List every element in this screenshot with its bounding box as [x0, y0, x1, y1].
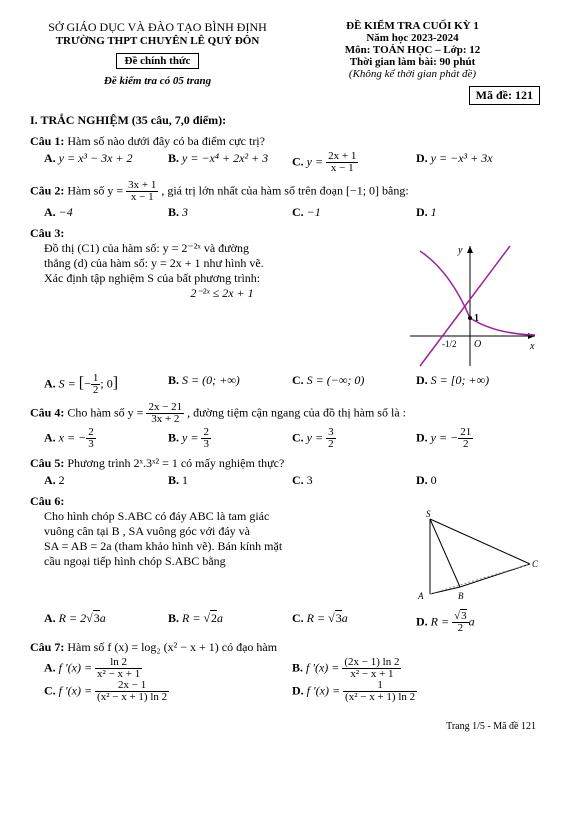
q6-line3: SA = AB = 2a (tham khảo hình vẽ). Bán kí…	[44, 539, 400, 554]
q1-optD: y = −x³ + 3x	[431, 151, 493, 165]
q6-D-pre: R =	[431, 614, 449, 628]
q3-optB: S = (0; +∞)	[182, 373, 240, 387]
q1-optC-lhs: y =	[307, 154, 323, 168]
q2-den: x − 1	[126, 192, 158, 203]
q6-D-sq: 3	[460, 609, 467, 622]
q6-C-suf: a	[342, 611, 348, 625]
q2-optB: 3	[182, 205, 188, 219]
question-2: Câu 2: Hàm số y = 3x + 1x − 1 , giá trị …	[30, 180, 540, 220]
q3-graph: x y O 1 -1/2	[400, 241, 540, 371]
q2-optC: −1	[307, 205, 321, 219]
q5-C: 3	[307, 473, 313, 487]
svg-text:A: A	[417, 591, 424, 601]
q4-Ad: 3	[86, 439, 96, 450]
q6-figure: S A B C	[400, 509, 540, 609]
q3-optA-pre: S =	[59, 376, 76, 390]
question-3: Câu 3: Đồ thị (C1) của hàm số: y = 2⁻²ˣ …	[30, 226, 540, 396]
pages-line: Đề kiểm tra có 05 trang	[104, 75, 211, 87]
q4-Bd: 3	[201, 439, 211, 450]
duration-line: Thời gian làm bài: 90 phút	[285, 56, 540, 68]
q4-C-l: y =	[307, 430, 323, 444]
code-box: Mã đề: 121	[469, 86, 540, 105]
q2-optA: −4	[59, 205, 73, 219]
q5-D: 0	[431, 473, 437, 487]
q7-label: Câu 7:	[30, 640, 64, 654]
q7-A-l: f ′(x) =	[59, 660, 92, 674]
q7-text: Hàm số f (x) = log₂ (x² − x + 1) có đạo …	[67, 640, 277, 654]
q6-D-suf: a	[469, 614, 475, 628]
q3-line1: Đồ thị (C1) của hàm số: y = 2⁻²ˣ và đườn…	[44, 241, 400, 256]
q5-text: Phương trình 2ˣ.3ˣ² = 1 có mấy nghiệm th…	[67, 456, 284, 470]
q6-C-sq: 3	[335, 610, 342, 625]
q3-line2: thẳng (d) của hàm số: y = 2x + 1 như hìn…	[44, 256, 400, 271]
q4-label: Câu 4:	[30, 405, 64, 419]
question-5: Câu 5: Phương trình 2ˣ.3ˣ² = 1 có mấy ng…	[30, 456, 540, 488]
q1-optC-den: x − 1	[326, 163, 358, 174]
svg-text:S: S	[426, 509, 431, 519]
q4-den: 3x + 2	[146, 414, 184, 425]
q2-label: Câu 2:	[30, 183, 64, 197]
q5-A: 2	[59, 473, 65, 487]
q7-B-d: x² − x + 1	[342, 669, 401, 680]
q7-C-l: f ′(x) =	[59, 683, 92, 697]
q3-label: Câu 3:	[30, 226, 64, 240]
q3-line4: 2⁻²ˣ ≤ 2x + 1	[44, 286, 400, 301]
q4-A-l: x = −	[59, 430, 87, 444]
q3-optD: S = [0; +∞)	[431, 373, 489, 387]
exam-title: ĐỀ KIỂM TRA CUỐI KỲ 1	[285, 20, 540, 32]
q6-B-suf: a	[217, 611, 223, 625]
q1-optA: y = x³ − 3x + 2	[59, 151, 133, 165]
question-6: Câu 6: Cho hình chóp S.ABC có đáy ABC là…	[30, 494, 540, 634]
q1-text: Hàm số nào dưới đây có ba điểm cực trị?	[67, 134, 265, 148]
svg-text:y: y	[457, 245, 463, 256]
q6-line2: vuông cân tại B , SA vuông góc với đáy v…	[44, 524, 400, 539]
q2-pre: Hàm số y =	[67, 183, 123, 197]
svg-text:x: x	[529, 341, 535, 352]
svg-text:C: C	[532, 559, 539, 569]
q3-optC: S = (−∞; 0)	[307, 373, 365, 387]
q7-D-d: (x² − x + 1) ln 2	[343, 692, 417, 703]
official-box: Đề chính thức	[116, 53, 200, 69]
q1-optB: y = −x⁴ + 2x² + 3	[182, 151, 268, 165]
page-footer: Trang 1/5 - Mã đề 121	[30, 721, 540, 732]
q7-D-l: f ′(x) =	[307, 683, 340, 697]
svg-text:O: O	[474, 339, 481, 350]
q6-label: Câu 6:	[30, 494, 64, 508]
note-line: (Không kể thời gian phát đề)	[285, 68, 540, 80]
q6-B-sq: 2	[210, 610, 217, 625]
q6-A-pre: R = 2	[59, 611, 86, 625]
q7-B-l: f ′(x) =	[306, 660, 339, 674]
q6-C-pre: R =	[307, 611, 328, 625]
q4-Cd: 2	[326, 439, 336, 450]
q6-D-den: 2	[452, 623, 469, 634]
q6-line4: cầu ngoại tiếp hình chóp S.ABC bằng	[44, 554, 400, 569]
school-line: TRƯỜNG THPT CHUYÊN LÊ QUÝ ĐÔN	[30, 35, 285, 47]
q6-B-pre: R =	[182, 611, 203, 625]
q4-Dd: 2	[458, 439, 473, 450]
q6-A-suf: a	[100, 611, 106, 625]
q7-C-d: (x² − x + 1) ln 2	[95, 692, 169, 703]
q4-post: , đường tiệm cận ngang của đồ thị hàm số…	[187, 405, 406, 419]
q6-line1: Cho hình chóp S.ABC có đáy ABC là tam gi…	[44, 509, 400, 524]
q3-line3: Xác định tập nghiệm S của bất phương trì…	[44, 271, 400, 286]
q4-pre: Cho hàm số y =	[67, 405, 143, 419]
svg-text:-1/2: -1/2	[442, 339, 457, 349]
question-4: Câu 4: Cho hàm số y = 2x − 213x + 2 , đư…	[30, 402, 540, 450]
q5-B: 1	[182, 473, 188, 487]
year-line: Năm học 2023-2024	[285, 32, 540, 44]
q4-B-l: y =	[182, 430, 198, 444]
q3-A-d: 2	[91, 385, 101, 396]
q4-D-l: y = −	[431, 430, 459, 444]
dept-line: SỞ GIÁO DỤC VÀ ĐÀO TẠO BÌNH ĐỊNH	[30, 20, 285, 35]
q2-post: , giá trị lớn nhất của hàm số trên đoạn …	[161, 183, 408, 197]
question-1: Câu 1: Hàm số nào dưới đây có ba điểm cự…	[30, 134, 540, 174]
q1-label: Câu 1:	[30, 134, 64, 148]
subject-line: Môn: TOÁN HỌC – Lớp: 12	[285, 44, 540, 56]
q6-A-sq: 3	[93, 610, 100, 625]
q5-label: Câu 5:	[30, 456, 64, 470]
section-title: I. TRẮC NGHIỆM (35 câu, 7,0 điểm):	[30, 113, 540, 128]
svg-text:B: B	[458, 591, 464, 601]
q2-optD: 1	[431, 205, 437, 219]
question-7: Câu 7: Hàm số f (x) = log₂ (x² − x + 1) …	[30, 640, 540, 703]
